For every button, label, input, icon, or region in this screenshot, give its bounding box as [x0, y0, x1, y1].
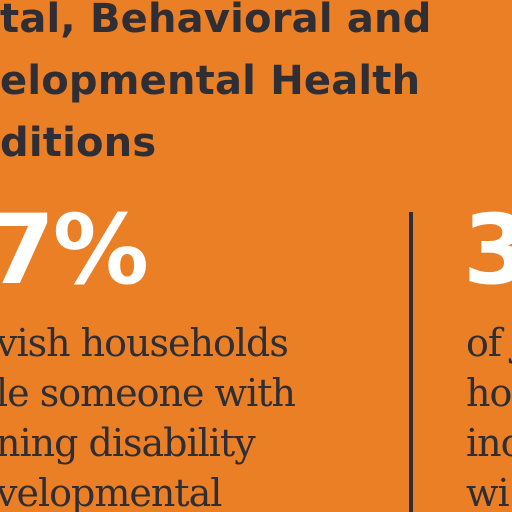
stat-description-line: wi: [466, 471, 510, 512]
heading-line: tal, Behavioral and: [0, 0, 432, 42]
heading-line: ditions: [0, 120, 157, 166]
stat-description-line: velopmental: [0, 471, 222, 512]
stat-description-line: of J: [466, 321, 512, 365]
stat-description-line: ning disability: [0, 421, 256, 465]
stat-description-line: ho: [466, 371, 512, 415]
section-heading: tal, Behavioral and elopmental Health di…: [0, 0, 432, 174]
stat-description-line: le someone with: [0, 371, 296, 415]
stat-description-right: of J ho inc wi: [466, 318, 512, 512]
stat-number-right: 3: [463, 194, 512, 306]
stat-percentage-left: 7%: [0, 194, 149, 306]
stat-description-line: inc: [466, 421, 512, 465]
heading-line: elopmental Health: [0, 58, 421, 104]
stat-description-left: vish households le someone with ning dis…: [0, 318, 296, 512]
stat-description-line: vish households: [0, 321, 289, 365]
stat-divider: [409, 212, 413, 512]
